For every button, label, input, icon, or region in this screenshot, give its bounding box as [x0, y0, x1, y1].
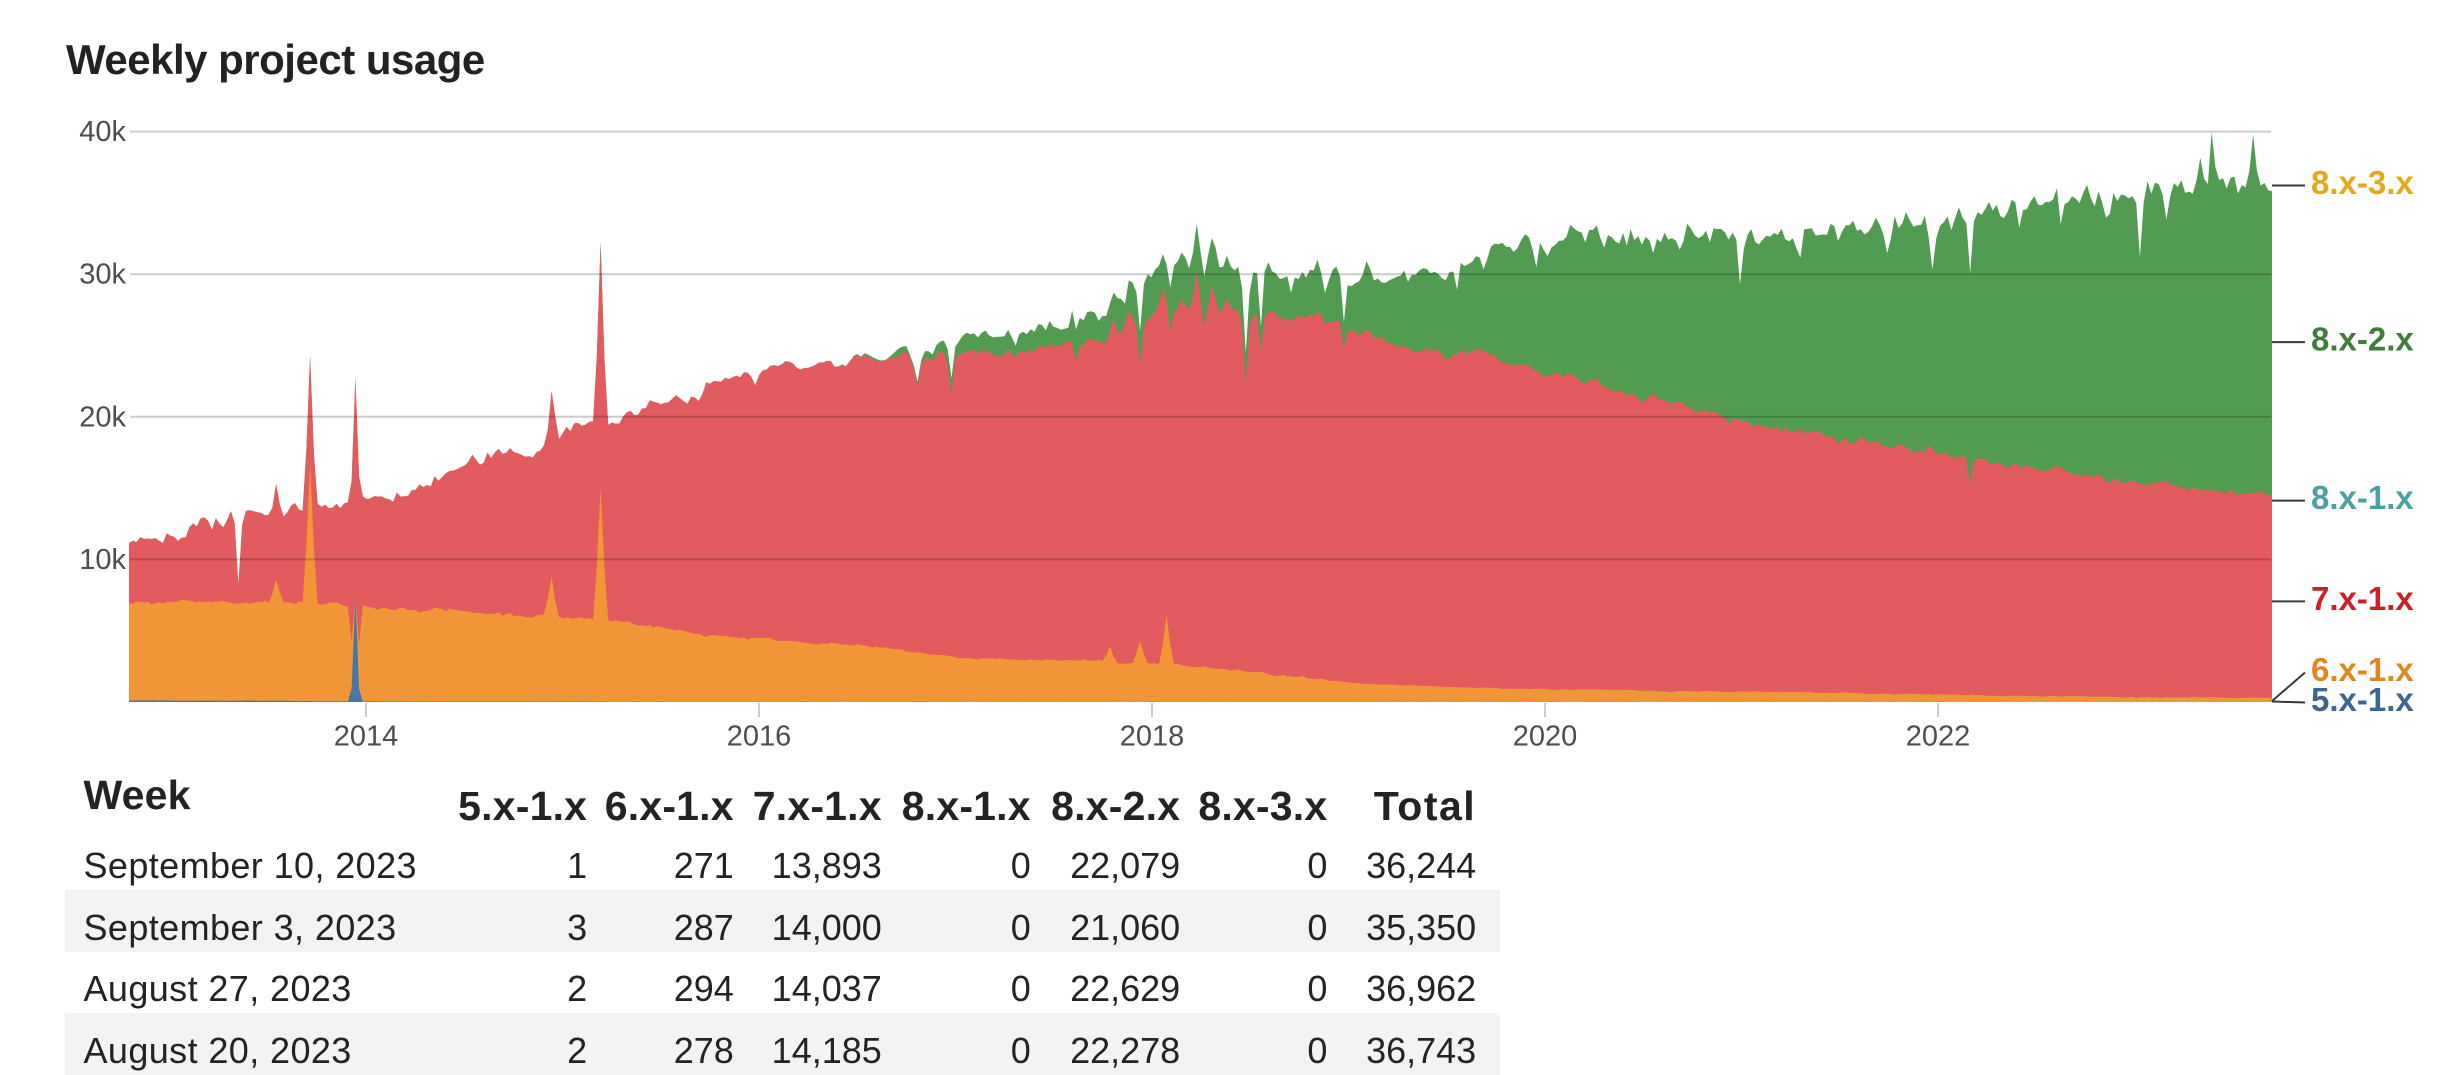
svg-text:30k: 30k	[79, 259, 126, 291]
svg-text:5.x-1.x: 5.x-1.x	[2311, 681, 2414, 718]
svg-text:20k: 20k	[79, 401, 126, 433]
svg-text:2014: 2014	[334, 721, 399, 753]
svg-text:8.x-2.x: 8.x-2.x	[2311, 321, 2414, 358]
svg-text:2016: 2016	[727, 721, 792, 753]
svg-text:7.x-1.x: 7.x-1.x	[2311, 580, 2414, 617]
svg-text:2018: 2018	[1120, 721, 1185, 753]
svg-text:2020: 2020	[1513, 721, 1578, 753]
svg-text:2022: 2022	[1906, 721, 1971, 753]
svg-text:8.x-3.x: 8.x-3.x	[2311, 164, 2414, 201]
svg-text:40k: 40k	[79, 116, 126, 148]
svg-text:10k: 10k	[79, 544, 126, 576]
svg-text:6.x-1.x: 6.x-1.x	[2311, 651, 2414, 688]
svg-text:8.x-1.x: 8.x-1.x	[2311, 479, 2414, 516]
